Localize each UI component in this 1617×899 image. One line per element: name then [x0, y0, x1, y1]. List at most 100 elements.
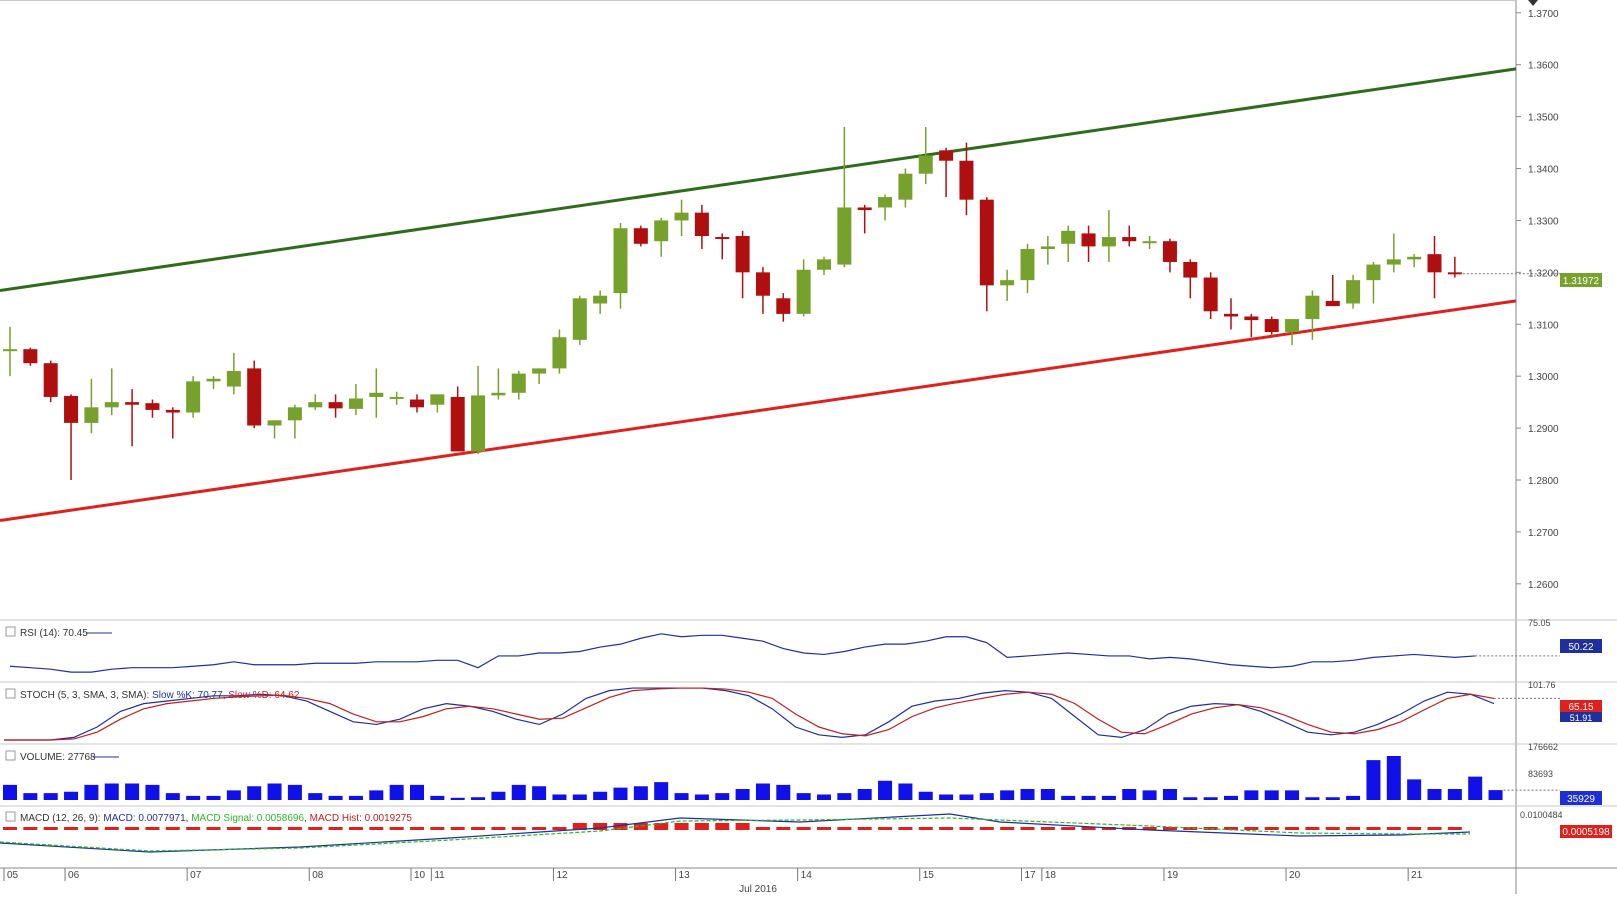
price-axis-label: 1.3600 [1528, 61, 1559, 72]
volume-bar [348, 795, 363, 800]
candle [84, 378, 99, 434]
stoch-value-badges: 65.15 51.91 [1560, 700, 1602, 723]
stoch-d-label: Slow %D: 64.62 [228, 690, 300, 701]
x-axis-label: 17 [1025, 870, 1037, 881]
support-trendline[interactable] [0, 299, 1517, 522]
candle [1244, 313, 1259, 338]
candle [165, 407, 180, 439]
macd-hist-bar [287, 827, 302, 830]
volume-bar [1285, 790, 1300, 800]
stoch-line-k [4, 687, 1495, 741]
candle [1447, 256, 1462, 278]
price-axis-label: 1.3200 [1528, 268, 1559, 279]
candle-body [735, 236, 750, 273]
candle [1081, 225, 1096, 262]
macd-hist-bar [1244, 827, 1259, 830]
candle [1040, 236, 1055, 265]
macd-hist-bar [206, 827, 221, 830]
candle-body [206, 378, 221, 382]
candle [674, 199, 689, 237]
candle-body [694, 212, 709, 237]
macd-hist-bar [1224, 827, 1238, 830]
candle-body [491, 392, 506, 396]
candle-body [1040, 246, 1055, 249]
resistance-trendline[interactable] [0, 67, 1517, 293]
candle [206, 376, 221, 390]
candle [511, 370, 526, 400]
candle-body [1183, 261, 1198, 278]
current-price-label: 1.31972 [1563, 276, 1600, 287]
macd-hist-bar [1407, 827, 1422, 830]
macd-hist-bar [857, 827, 872, 830]
candle [64, 394, 79, 481]
stoch-close-icon[interactable] [5, 688, 16, 699]
candle-body [247, 368, 262, 426]
volume-bar [837, 793, 852, 800]
candle-body [43, 363, 58, 397]
candle [308, 394, 323, 410]
volume-bar [939, 794, 954, 800]
x-axis-label: 18 [1045, 870, 1057, 881]
candle [918, 126, 933, 185]
candle-body [939, 150, 954, 161]
volume-bar [1305, 797, 1320, 800]
price-axis-label: 1.2900 [1528, 424, 1559, 435]
stoch-axis-label: 101.76 [1528, 680, 1556, 690]
macd-hist-bar [715, 823, 730, 830]
volume-bar [898, 783, 913, 800]
x-axis-label: 14 [801, 870, 813, 881]
volume-bar [247, 786, 262, 800]
candle [389, 391, 404, 405]
candle [1122, 225, 1137, 247]
candle [226, 352, 241, 395]
candle-body [1346, 280, 1361, 304]
candle-body [552, 337, 567, 369]
candle-body [226, 370, 241, 387]
candle [552, 329, 567, 374]
macd-hist-bar [1325, 827, 1340, 830]
x-axis-label: 12 [556, 870, 568, 881]
macd-close-icon[interactable] [5, 811, 16, 822]
macd-hist-bar [23, 827, 38, 830]
candle [1162, 238, 1177, 273]
candle-body [1142, 241, 1157, 244]
volume-bar [491, 791, 506, 800]
volume-bar [3, 784, 17, 800]
rsi-value-badge-bg [1560, 639, 1602, 653]
macd-hist-bar [755, 827, 770, 830]
stoch-label: STOCH (5, 3, SMA, 3, SMA): Slow %K: 70.7… [20, 690, 300, 701]
stoch-d-badge-bg [1560, 700, 1602, 712]
macd-hist-bar [979, 827, 994, 830]
macd-hist-bar [348, 827, 363, 830]
candle-body [613, 228, 628, 294]
macd-hist-bar [84, 827, 99, 830]
x-axis-label: 07 [190, 870, 202, 881]
macd-hist-bar [613, 823, 628, 830]
volume-bar [552, 794, 567, 800]
volume-bar [186, 795, 201, 800]
candle-body [1000, 280, 1015, 286]
rsi-line [9, 633, 1476, 673]
candle-body [1101, 237, 1116, 247]
macd-hist-bar [226, 827, 241, 830]
macd-hist-bar [64, 827, 79, 830]
price-axis-label: 1.3000 [1528, 372, 1559, 383]
volume-bar [1183, 797, 1198, 800]
candle-body [817, 259, 831, 270]
menu-arrow-icon[interactable] [1528, 0, 1538, 6]
x-axis-label: 20 [1289, 870, 1301, 881]
volume-bar [410, 784, 424, 800]
volume-bar [1040, 789, 1055, 800]
macd-hist-label: MACD Hist: 0.0019275 [310, 813, 413, 824]
volume-close-icon[interactable] [5, 750, 16, 761]
volume-bar [1468, 776, 1483, 800]
candle-body [654, 220, 669, 242]
candle [23, 347, 38, 366]
rsi-close-icon[interactable] [5, 626, 16, 637]
x-axis-label: 08 [312, 870, 324, 881]
candle [43, 360, 58, 403]
candle [1407, 254, 1422, 268]
volume-bar [1081, 795, 1096, 800]
macd-hist-bar [1162, 827, 1177, 830]
current-price-badge-bg [1560, 273, 1602, 287]
